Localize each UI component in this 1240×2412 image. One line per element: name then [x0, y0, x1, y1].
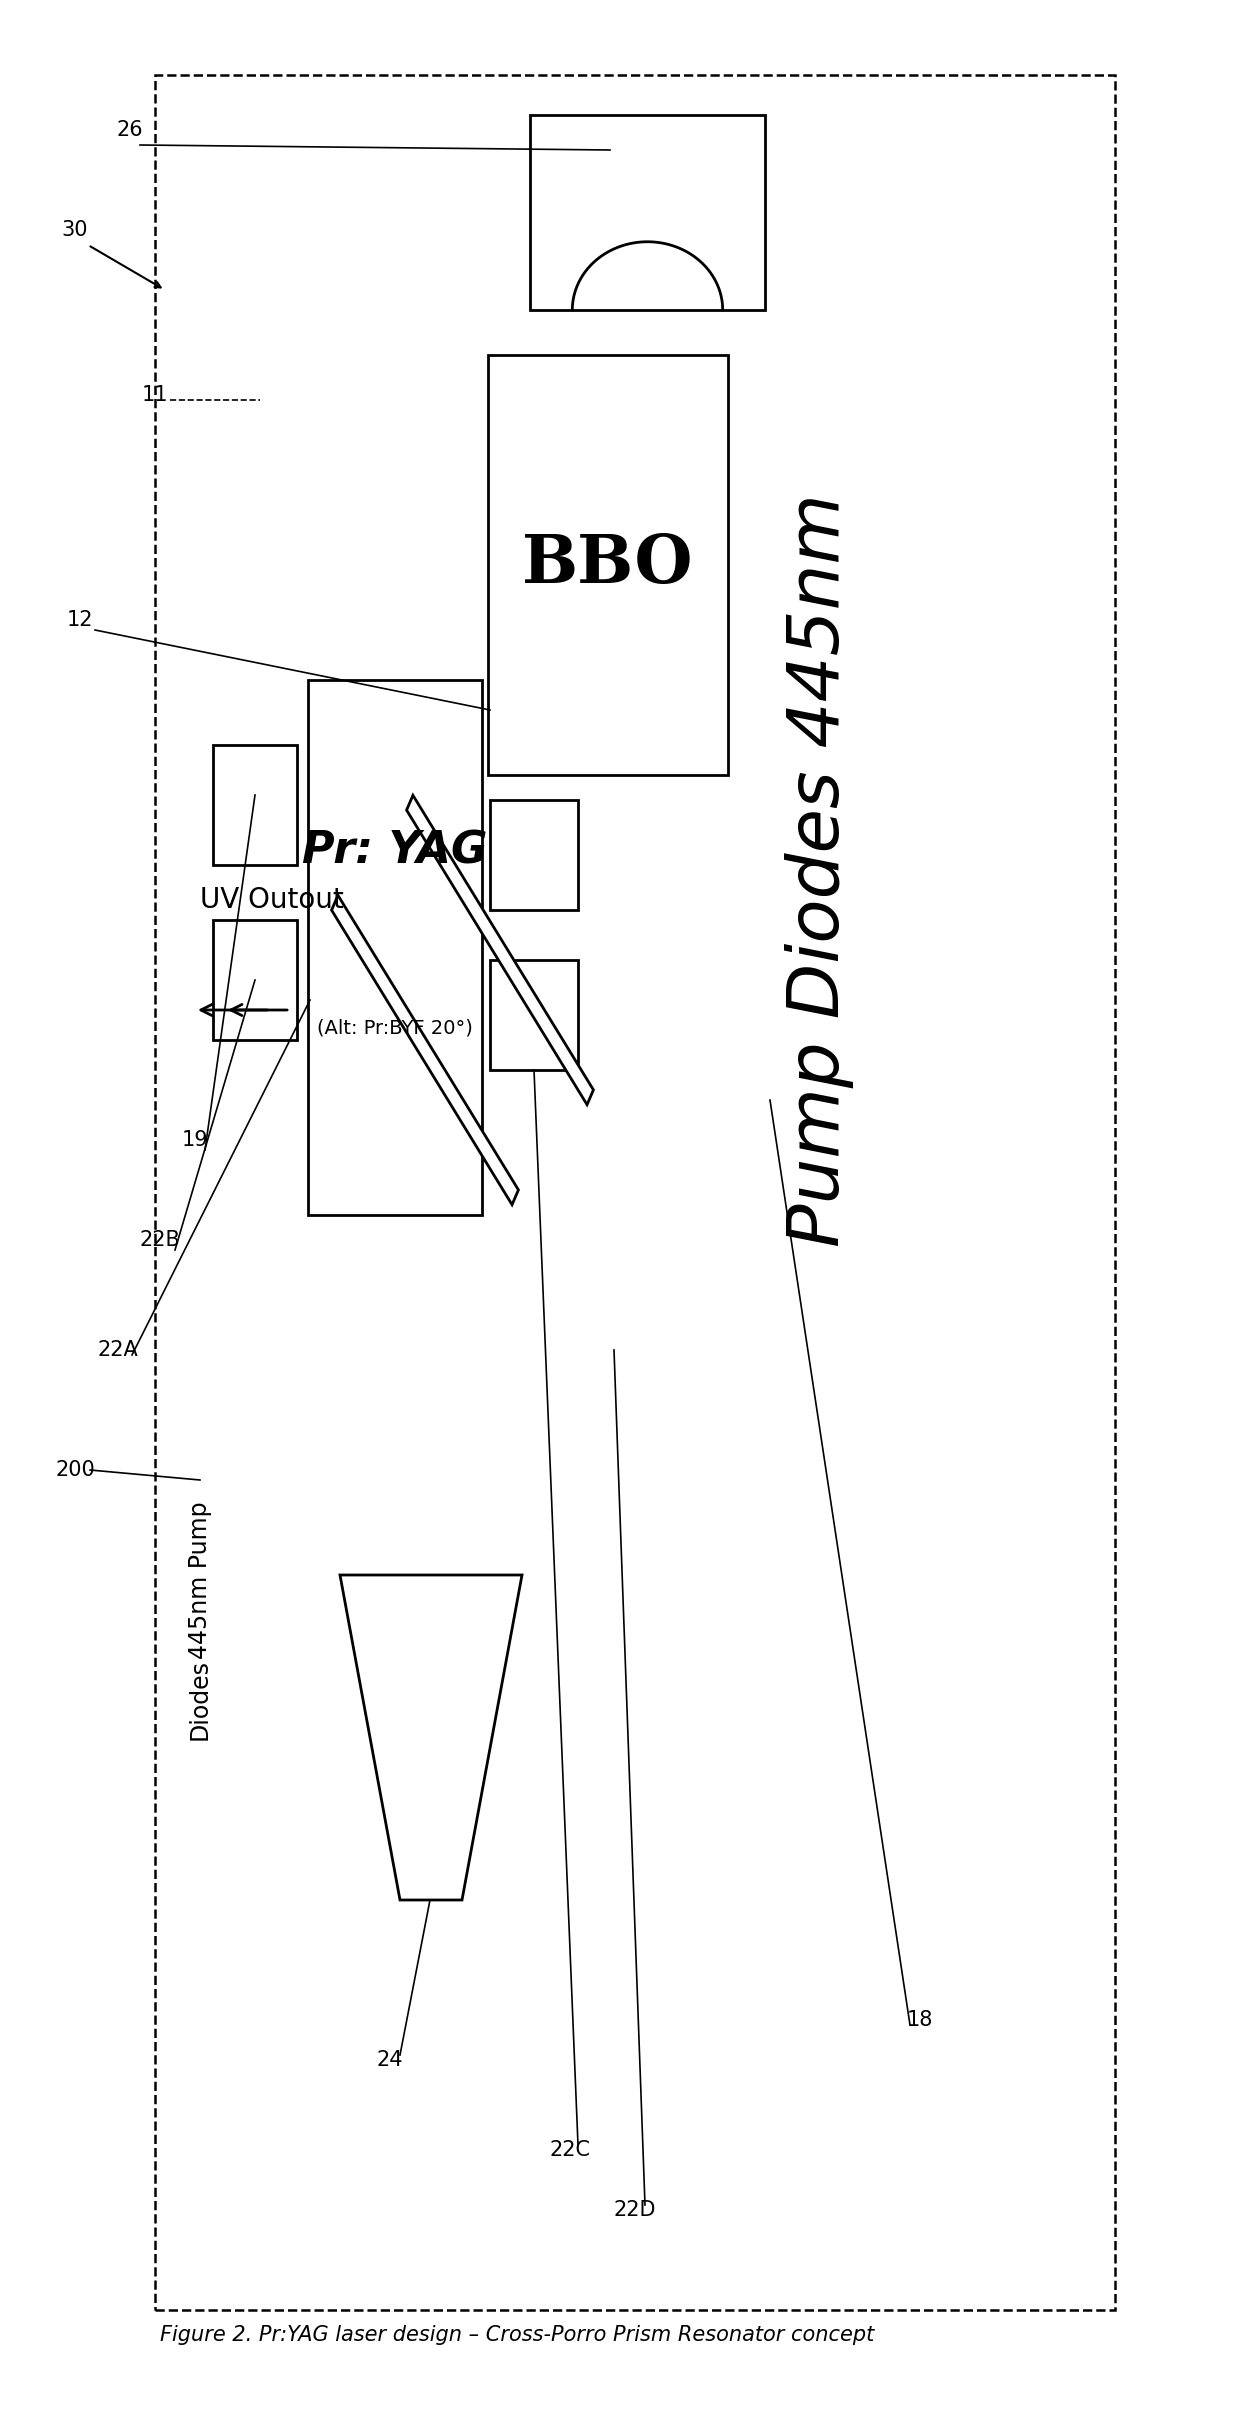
Text: 200: 200 — [55, 1459, 95, 1481]
Bar — [213, 919, 298, 1040]
Text: 22D: 22D — [614, 2200, 656, 2219]
Polygon shape — [331, 895, 518, 1204]
Polygon shape — [407, 796, 594, 1105]
Bar — [308, 680, 482, 1216]
Text: Diodes: Diodes — [188, 1659, 212, 1741]
Text: 19: 19 — [182, 1129, 208, 1151]
Text: 24: 24 — [377, 2050, 403, 2069]
Polygon shape — [340, 1575, 522, 1901]
Bar — [490, 960, 578, 1071]
Bar — [490, 801, 578, 909]
Text: 22C: 22C — [549, 2139, 590, 2161]
Text: Pump Diodes 445nm: Pump Diodes 445nm — [785, 492, 854, 1247]
Bar — [489, 355, 728, 774]
Text: 26: 26 — [117, 121, 144, 140]
Bar — [529, 116, 765, 311]
Text: 12: 12 — [67, 610, 93, 630]
Text: 30: 30 — [62, 219, 88, 241]
Text: 11: 11 — [141, 386, 169, 405]
Text: 445nm Pump: 445nm Pump — [188, 1500, 212, 1659]
Text: UV Outout: UV Outout — [200, 885, 343, 914]
Text: Pr: YAG: Pr: YAG — [303, 830, 487, 873]
Bar — [213, 745, 298, 866]
Text: BBO: BBO — [522, 533, 693, 598]
Text: 22B: 22B — [140, 1230, 180, 1249]
Bar — [155, 75, 1115, 2311]
Text: Figure 2. Pr:YAG laser design – Cross-Porro Prism Resonator concept: Figure 2. Pr:YAG laser design – Cross-Po… — [160, 2325, 874, 2344]
Text: 22A: 22A — [98, 1341, 139, 1360]
Text: (Alt: Pr:BYF 20°): (Alt: Pr:BYF 20°) — [317, 1018, 472, 1037]
Text: 18: 18 — [906, 2009, 934, 2031]
